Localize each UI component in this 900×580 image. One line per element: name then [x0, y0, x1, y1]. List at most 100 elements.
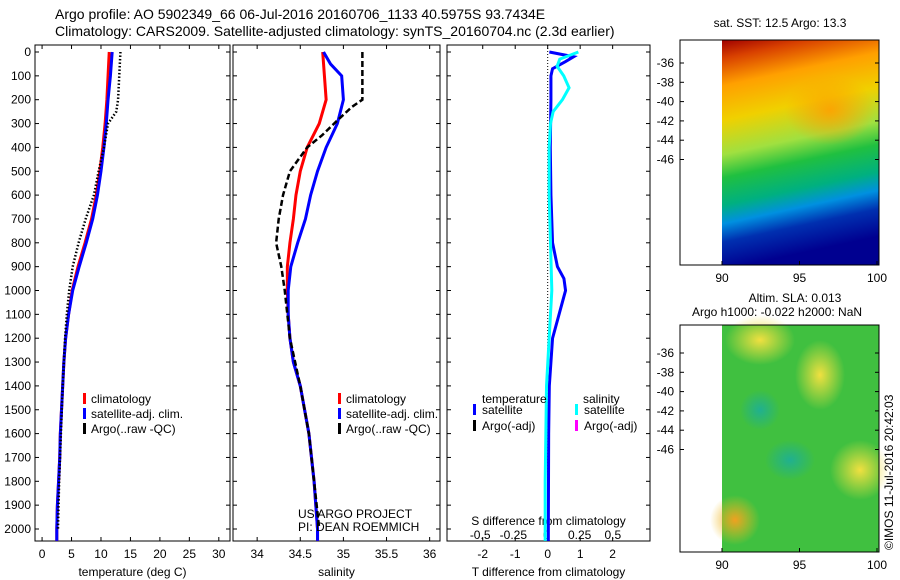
lat-tick-label: -38 [657, 365, 675, 379]
sst-map: 90 95 100 -36 -38 -40 -42 -44 -46 sat. SST: 12.5 … [657, 16, 888, 285]
y-tick-label: 1100 [5, 307, 31, 321]
legend-label: satellite [482, 403, 523, 417]
sla-low-patch [765, 440, 815, 480]
y-tick-label: 1400 [4, 379, 31, 393]
series-satellite-adj--clim- [55, 51, 114, 541]
legend-label: climatology [346, 392, 406, 406]
lon-tick-label: 100 [867, 558, 887, 572]
s-tick-label: -0.25 [500, 528, 528, 542]
legend-label: satellite-adj. clim. [346, 407, 438, 421]
lat-tick-label: -42 [657, 114, 675, 128]
y-tick-label: 1900 [4, 498, 31, 512]
legend-label: Argo(-adj) [584, 419, 637, 433]
lon-tick-label: 100 [867, 271, 887, 285]
sla-high-patch [725, 315, 795, 365]
x-axis-label: temperature (deg C) [78, 565, 186, 579]
legend-swatch [473, 404, 476, 415]
x-tick-label: 25 [183, 547, 197, 561]
plot-frame [446, 44, 651, 542]
plot-frame [232, 44, 441, 542]
y-tick-label: 1500 [4, 403, 31, 417]
map-frame [679, 39, 880, 266]
lat-tick-label: -44 [657, 423, 675, 437]
x-tick-label: 0 [39, 547, 46, 561]
x-tick-label: 1 [577, 547, 584, 561]
lon-tick-label: 90 [715, 558, 729, 572]
y-tick-label: 1000 [4, 284, 31, 298]
sla-map-subtitle: Argo h1000: -0.022 h2000: NaN [692, 305, 862, 319]
temperature-panel: 0100200300400500600700800900100011001200… [4, 44, 231, 579]
lat-tick-label: -46 [657, 443, 675, 457]
map-frame [679, 324, 880, 553]
s-tick-label: 0.5 [605, 528, 622, 542]
legend-swatch [83, 423, 86, 434]
lat-tick-label: -44 [657, 133, 675, 147]
legend-swatch [338, 408, 341, 419]
y-tick-label: 1200 [4, 331, 31, 345]
s-tick-label: 0.25 [568, 528, 592, 542]
lat-tick-label: -36 [657, 56, 675, 70]
sla-map: 90 95 100 -36 -38 -40 -42 -44 -46 Altim. SLA: 0.0… [657, 291, 890, 572]
legend-swatch [473, 420, 476, 431]
legend-swatch [338, 423, 341, 434]
series-argo---raw--qc- [274, 52, 364, 530]
x-tick-label: 35 [337, 547, 351, 561]
sla-high-patch [710, 495, 760, 545]
copyright-credit: ©IMOS 11-Jul-2016 20:42:03 [882, 394, 896, 550]
legend-label: Argo(..raw -QC) [346, 422, 431, 436]
legend-label: satellite-adj. clim. [91, 407, 183, 421]
plot-frame [34, 44, 231, 542]
y-tick-label: 700 [11, 212, 31, 226]
y-tick-label: 200 [11, 93, 31, 107]
lat-tick-label: -38 [657, 75, 675, 89]
y-tick-label: 0 [24, 45, 31, 59]
lat-tick-label: -46 [657, 153, 675, 167]
sst-warm-patch [785, 75, 875, 145]
x-tick-label: -2 [477, 547, 488, 561]
x-tick-label: 0 [544, 547, 551, 561]
series-satellite-adj--clim- [286, 51, 345, 541]
series-t-satellite [546, 50, 578, 541]
lon-tick-label: 90 [715, 271, 729, 285]
y-tick-label: 800 [11, 236, 31, 250]
lon-tick-label: 95 [793, 558, 807, 572]
x-axis-label: T difference from climatology [472, 565, 626, 579]
x-tick-label: 30 [212, 547, 226, 561]
difference-panel: -2 -1 0 1 2 T difference from climatology -0.5… [446, 44, 651, 579]
lat-tick-label: -42 [657, 404, 675, 418]
x-tick-label: 35.5 [375, 547, 399, 561]
lat-tick-label: -36 [657, 346, 675, 360]
lat-tick-label: -40 [657, 95, 675, 109]
x-tick-label: 34.5 [289, 547, 313, 561]
legend-swatch [575, 404, 578, 415]
sla-high-patch [795, 340, 845, 410]
s-tick-label: -0.5 [470, 528, 491, 542]
y-tick-label: 1600 [4, 427, 31, 441]
legend-swatch [575, 420, 578, 431]
y-tick-label: 1300 [4, 355, 31, 369]
figure-title-line2: Climatology: CARS2009. Satellite-adjuste… [55, 23, 615, 39]
series-climatology [55, 51, 111, 541]
y-tick-label: 1700 [4, 450, 31, 464]
x-tick-label: 36 [423, 547, 437, 561]
x-tick-label: -1 [510, 547, 521, 561]
legend-label: Argo(-adj) [482, 419, 535, 433]
series-argo---raw--qc- [56, 51, 122, 530]
x-tick-label: 34 [250, 547, 264, 561]
sla-high-patch [830, 440, 890, 500]
x-tick-label: 15 [124, 547, 138, 561]
legend-title-temperature: temperature [482, 392, 547, 406]
legend-swatch [338, 393, 341, 404]
x-tick-label: 20 [153, 547, 167, 561]
sst-map-title: sat. SST: 12.5 Argo: 13.3 [714, 16, 847, 30]
y-tick-label: 500 [11, 164, 31, 178]
y-tick-label: 100 [11, 69, 31, 83]
x-axis-label: salinity [318, 565, 355, 579]
lat-tick-label: -40 [657, 385, 675, 399]
sla-map-title: Altim. SLA: 0.013 [749, 291, 842, 305]
x-tick-label: 5 [68, 547, 75, 561]
legend-title-salinity: salinity [583, 392, 620, 406]
y-tick-label: 400 [11, 140, 31, 154]
